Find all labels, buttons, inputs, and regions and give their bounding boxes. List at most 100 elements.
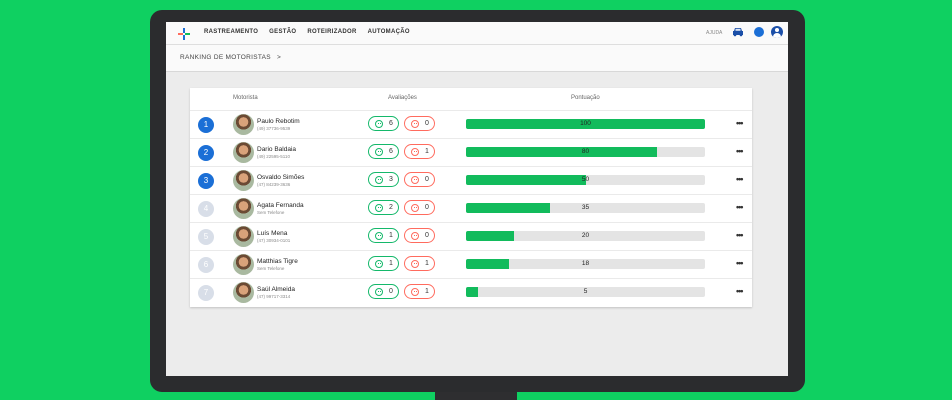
header-ratings: Avaliações <box>388 95 417 101</box>
bad-rating-button[interactable]: 1 <box>404 284 435 299</box>
app-logo-icon[interactable] <box>178 28 190 40</box>
table-row[interactable]: 4 Agata Fernanda Sem Telefone 2 0 35 ••• <box>190 194 752 223</box>
avatar <box>233 170 254 191</box>
nav-rastreamento[interactable]: RASTREAMENTO <box>204 29 259 35</box>
driver-name[interactable]: Paulo Rebotim <box>257 118 300 125</box>
bad-rating-count: 1 <box>425 288 429 295</box>
score-bar-fill <box>466 287 478 297</box>
driver-name[interactable]: Agata Fernanda <box>257 202 304 209</box>
driver-name[interactable]: Luís Mena <box>257 230 288 237</box>
bad-rating-button[interactable]: 0 <box>404 172 435 187</box>
bad-rating-button[interactable]: 0 <box>404 116 435 131</box>
score-bar: 50 <box>466 175 705 185</box>
sad-face-icon <box>411 259 419 268</box>
bad-rating-count: 1 <box>425 260 429 267</box>
score-bar-fill <box>466 259 510 269</box>
nav-automacao[interactable]: AUTOMAÇÃO <box>367 29 410 35</box>
happy-face-icon <box>375 147 383 156</box>
driver-phone: Sem Telefone <box>257 266 285 271</box>
driver-phone: (47) 84239-3636 <box>257 182 291 187</box>
good-rating-count: 6 <box>389 120 393 127</box>
good-rating-button[interactable]: 1 <box>368 228 399 243</box>
bad-rating-count: 0 <box>425 232 429 239</box>
score-value: 100 <box>580 120 591 127</box>
happy-face-icon <box>375 287 383 296</box>
score-value: 35 <box>581 204 590 211</box>
avatar <box>233 282 254 303</box>
driver-phone: (49) 22595-5110 <box>257 154 290 159</box>
bad-rating-button[interactable]: 0 <box>404 228 435 243</box>
driver-name[interactable]: Dario Baldaia <box>257 146 297 153</box>
bad-rating-button[interactable]: 0 <box>404 200 435 215</box>
more-options-icon[interactable]: ••• <box>736 146 744 156</box>
shield-icon[interactable] <box>754 27 764 37</box>
nav-roteirizador[interactable]: ROTEIRIZADOR <box>307 29 357 35</box>
score-bar-fill <box>466 147 658 157</box>
bad-rating-button[interactable]: 1 <box>404 144 435 159</box>
table-row[interactable]: 3 Osvaldo Simões (47) 84239-3636 3 0 50 ••• <box>190 166 752 195</box>
more-options-icon[interactable]: ••• <box>736 118 744 128</box>
happy-face-icon <box>375 231 383 240</box>
good-rating-button[interactable]: 6 <box>368 116 399 131</box>
nav-gestao[interactable]: GESTÃO <box>269 29 297 35</box>
score-bar-fill <box>466 231 514 241</box>
table-row[interactable]: 1 Paulo Rebotim (49) 37736-9539 6 0 100 ••• <box>190 110 752 139</box>
more-options-icon[interactable]: ••• <box>736 286 744 296</box>
good-rating-count: 1 <box>389 232 393 239</box>
breadcrumb-title[interactable]: RANKING DE MOTORISTAS <box>180 54 271 61</box>
bad-rating-count: 0 <box>425 120 429 127</box>
good-rating-button[interactable]: 6 <box>368 144 399 159</box>
sad-face-icon <box>411 175 419 184</box>
table-row[interactable]: 5 Luís Mena (47) 30934-0101 1 0 20 ••• <box>190 222 752 251</box>
sad-face-icon <box>411 147 419 156</box>
sad-face-icon <box>411 119 419 128</box>
happy-face-icon <box>375 203 383 212</box>
good-rating-button[interactable]: 3 <box>368 172 399 187</box>
score-bar: 5 <box>466 287 705 297</box>
score-value: 20 <box>581 232 590 239</box>
more-options-icon[interactable]: ••• <box>736 202 744 212</box>
rank-badge: 6 <box>198 257 214 273</box>
avatar <box>233 198 254 219</box>
good-rating-button[interactable]: 1 <box>368 256 399 271</box>
happy-face-icon <box>375 119 383 128</box>
good-rating-count: 6 <box>389 148 393 155</box>
score-value: 80 <box>581 148 590 155</box>
table-row[interactable]: 2 Dario Baldaia (49) 22595-5110 6 1 80 ••• <box>190 138 752 167</box>
driver-name[interactable]: Matthias Tigre <box>257 258 298 265</box>
rank-badge: 5 <box>198 229 214 245</box>
car-icon[interactable] <box>732 27 744 37</box>
good-rating-count: 3 <box>389 176 393 183</box>
rank-badge: 7 <box>198 285 214 301</box>
table-row[interactable]: 7 Saúl Almeida (47) 99717-3314 0 1 5 ••• <box>190 278 752 307</box>
happy-face-icon <box>375 175 383 184</box>
header-score: Pontuação <box>571 95 600 101</box>
avatar <box>233 226 254 247</box>
more-options-icon[interactable]: ••• <box>736 174 744 184</box>
driver-name[interactable]: Osvaldo Simões <box>257 174 305 181</box>
breadcrumb: RANKING DE MOTORISTAS > <box>180 54 281 61</box>
score-value: 5 <box>583 288 588 295</box>
more-options-icon[interactable]: ••• <box>736 258 744 268</box>
bad-rating-button[interactable]: 1 <box>404 256 435 271</box>
score-bar-fill <box>466 175 586 185</box>
more-options-icon[interactable]: ••• <box>736 230 744 240</box>
user-account-icon[interactable] <box>771 26 783 38</box>
score-bar: 35 <box>466 203 705 213</box>
rank-badge: 1 <box>198 117 214 133</box>
driver-name[interactable]: Saúl Almeida <box>257 286 295 293</box>
help-link[interactable]: AJUDA <box>706 30 723 36</box>
table-row[interactable]: 6 Matthias Tigre Sem Telefone 1 1 18 ••• <box>190 250 752 279</box>
driver-phone: Sem Telefone <box>257 210 285 215</box>
good-rating-button[interactable]: 2 <box>368 200 399 215</box>
driver-phone: (47) 99717-3314 <box>257 294 291 299</box>
avatar <box>233 254 254 275</box>
main-nav: RASTREAMENTO GESTÃO ROTEIRIZADOR AUTOMAÇ… <box>204 29 410 35</box>
avatar <box>233 142 254 163</box>
good-rating-button[interactable]: 0 <box>368 284 399 299</box>
good-rating-count: 0 <box>389 288 393 295</box>
sad-face-icon <box>411 287 419 296</box>
driver-phone: (47) 30934-0101 <box>257 238 291 243</box>
ranking-table: Motorista Avaliações Pontuação 1 Paulo Re… <box>190 88 752 307</box>
score-value: 18 <box>581 260 590 267</box>
